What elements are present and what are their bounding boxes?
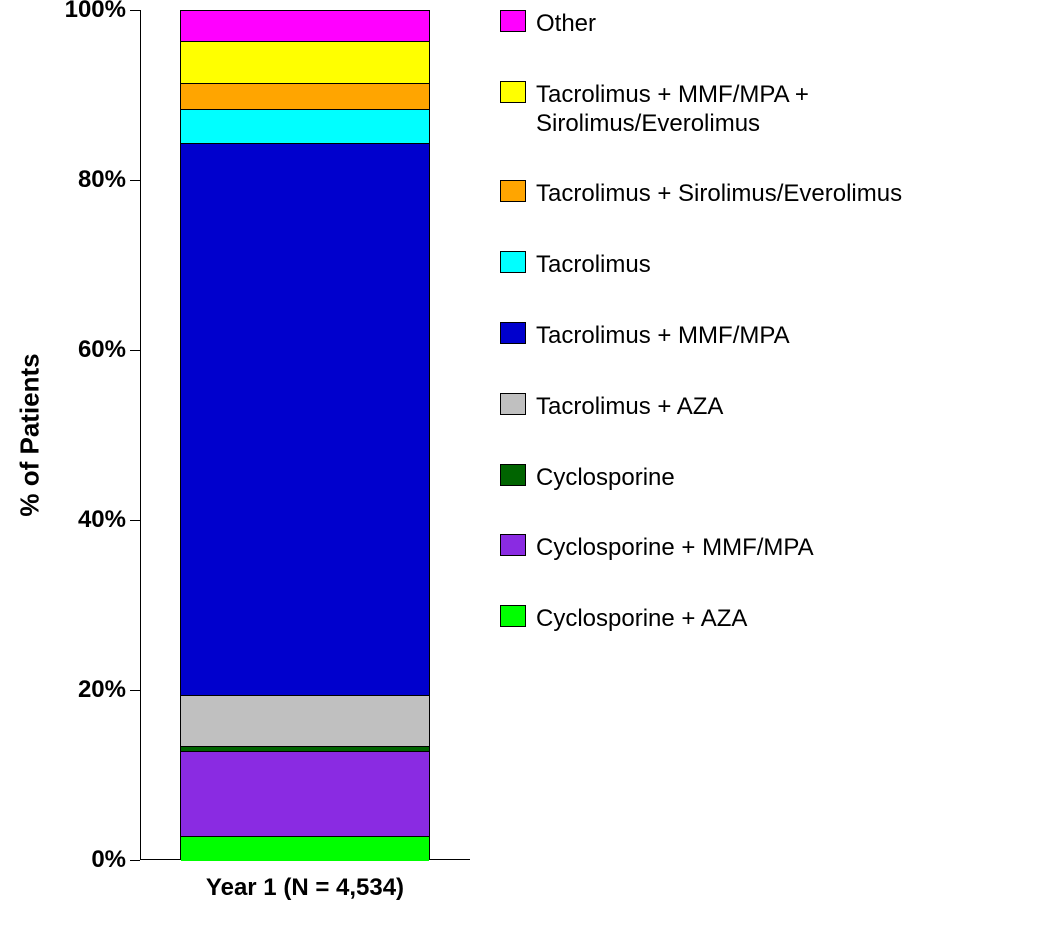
bar-segment-tac_aza: [181, 695, 429, 746]
legend-item-tac_aza: Tacrolimus + AZA: [500, 393, 1030, 422]
stacked-bar: [180, 10, 430, 860]
legend-swatch: [500, 534, 526, 556]
bar-segment-cyc_aza: [181, 836, 429, 862]
legend-swatch: [500, 393, 526, 415]
legend-item-tac_mmf_siro: Tacrolimus + MMF/MPA + Sirolimus/Everoli…: [500, 81, 1030, 139]
y-tick-label: 60%: [78, 336, 140, 364]
legend-swatch: [500, 10, 526, 32]
legend-label: Tacrolimus + Sirolimus/Everolimus: [536, 180, 902, 209]
legend-item-tac_siro: Tacrolimus + Sirolimus/Everolimus: [500, 180, 1030, 209]
bar-segment-tac_siro: [181, 83, 429, 109]
bar-segment-other: [181, 11, 429, 41]
legend-swatch: [500, 180, 526, 202]
legend-item-tac_mmf: Tacrolimus + MMF/MPA: [500, 322, 1030, 351]
legend-label: Cyclosporine + AZA: [536, 605, 747, 634]
y-tick-label: 80%: [78, 166, 140, 194]
legend-swatch: [500, 605, 526, 627]
x-category-label: Year 1 (N = 4,534): [140, 860, 470, 902]
bar-segment-tac: [181, 109, 429, 143]
bar-segment-tac_mmf_siro: [181, 41, 429, 84]
y-tick-label: 0%: [91, 846, 140, 874]
plot-area: Year 1 (N = 4,534) 0%20%40%60%80%100%: [140, 10, 470, 860]
y-tick-label: 100%: [65, 0, 140, 24]
legend-item-tac: Tacrolimus: [500, 251, 1030, 280]
legend-swatch: [500, 81, 526, 103]
legend-label: Other: [536, 10, 596, 39]
legend-swatch: [500, 251, 526, 273]
legend-label: Tacrolimus + MMF/MPA: [536, 322, 790, 351]
y-tick-label: 40%: [78, 506, 140, 534]
legend-item-cyc: Cyclosporine: [500, 464, 1030, 493]
legend-label: Cyclosporine + MMF/MPA: [536, 534, 814, 563]
legend: Other Tacrolimus + MMF/MPA + Sirolimus/Ev…: [500, 10, 1030, 634]
bar-segment-tac_mmf: [181, 143, 429, 696]
y-axis-line: [140, 10, 141, 860]
legend-item-other: Other: [500, 10, 1030, 39]
y-axis-label: % of Patients: [15, 353, 46, 516]
chart-container: % of Patients Year 1 (N = 4,534) 0%20%40…: [0, 0, 1050, 950]
legend-label: Tacrolimus + MMF/MPA + Sirolimus/Everoli…: [536, 81, 1030, 139]
legend-label: Cyclosporine: [536, 464, 675, 493]
bar-segment-cyc_mmf: [181, 751, 429, 836]
legend-label: Tacrolimus + AZA: [536, 393, 723, 422]
legend-label: Tacrolimus: [536, 251, 651, 280]
legend-item-cyc_mmf: Cyclosporine + MMF/MPA: [500, 534, 1030, 563]
legend-swatch: [500, 464, 526, 486]
legend-item-cyc_aza: Cyclosporine + AZA: [500, 605, 1030, 634]
y-tick-label: 20%: [78, 676, 140, 704]
legend-swatch: [500, 322, 526, 344]
